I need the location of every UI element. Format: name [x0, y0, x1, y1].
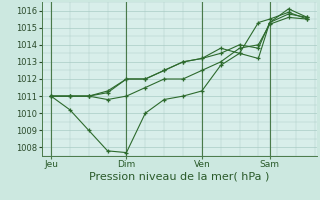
X-axis label: Pression niveau de la mer( hPa ): Pression niveau de la mer( hPa )	[89, 172, 269, 182]
